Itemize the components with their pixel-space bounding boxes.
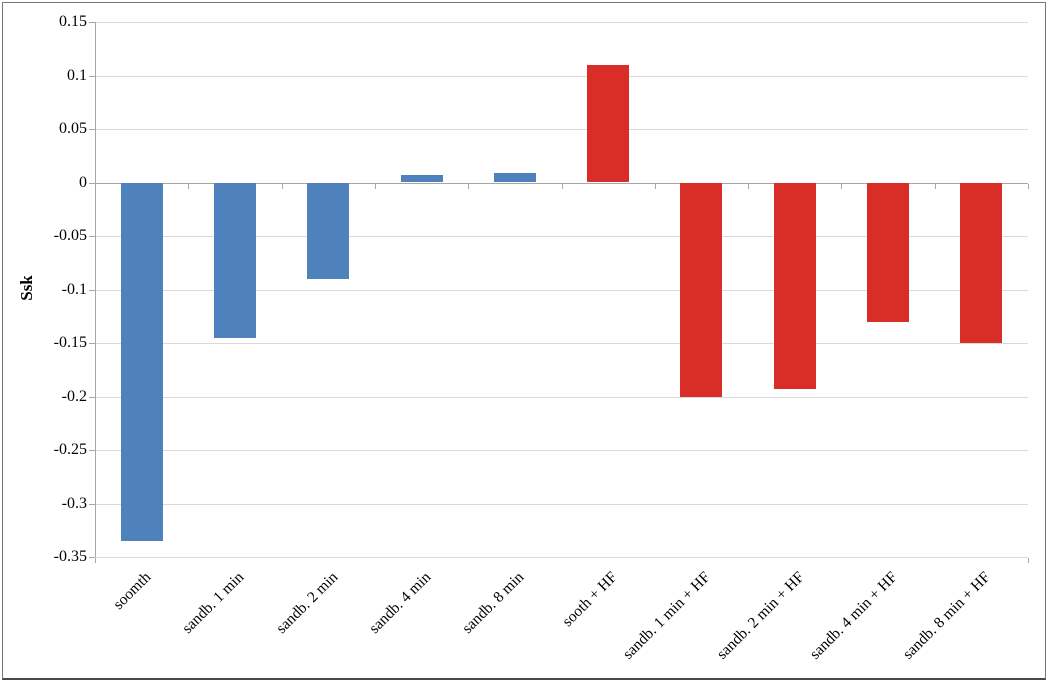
x-category-label: sandb. 4 min + HF <box>806 568 901 663</box>
bar <box>867 182 910 322</box>
y-axis-tick <box>89 450 95 451</box>
gridline <box>95 22 1028 23</box>
y-axis-tick <box>89 129 95 130</box>
y-axis-tick <box>89 182 95 184</box>
y-axis-tick <box>89 503 95 505</box>
plot-bottom-end-tick <box>1028 558 1029 563</box>
x-category-label: sandb. 2 min <box>272 568 341 637</box>
category-axis-tick <box>934 183 936 189</box>
category-axis-tick <box>841 183 843 189</box>
y-axis-tick <box>89 22 95 23</box>
y-tick-label: -0.25 <box>53 441 87 458</box>
gridline <box>95 129 1028 130</box>
category-axis-tick <box>95 183 96 189</box>
bar <box>120 182 163 541</box>
gridline <box>95 503 1028 505</box>
y-tick-label: -0.15 <box>53 334 87 351</box>
x-category-label: sandb. 1 min + HF <box>620 568 715 663</box>
x-category-label: sandb. 4 min <box>365 568 435 637</box>
x-category-label: sandb. 2 min + HF <box>713 568 808 663</box>
gridline <box>95 289 1028 291</box>
y-tick-label: -0.05 <box>53 227 87 244</box>
bar <box>960 182 1003 343</box>
category-axis-tick <box>468 183 470 189</box>
y-tick-label: -0.2 <box>61 387 87 405</box>
y-axis-tick <box>89 289 95 291</box>
bar <box>213 182 256 338</box>
y-tick-label: -0.35 <box>53 548 87 565</box>
gridline <box>95 450 1028 451</box>
x-category-label: soomth <box>109 568 155 613</box>
y-tick-label: -0.1 <box>61 280 87 298</box>
gridline <box>95 236 1028 237</box>
y-tick-label: 0.1 <box>67 66 87 84</box>
gridline <box>95 557 1028 558</box>
bar <box>400 175 443 183</box>
bar <box>773 182 816 389</box>
category-axis-tick <box>748 183 750 189</box>
y-axis-tick <box>89 75 95 77</box>
category-axis-tick <box>561 183 563 189</box>
category-axis-tick <box>654 183 656 189</box>
bar <box>493 172 536 183</box>
category-axis-tick <box>188 183 190 189</box>
y-tick-label: 0.15 <box>59 13 87 30</box>
y-axis-tick <box>89 343 95 344</box>
gridline <box>95 75 1028 77</box>
x-category-label: sandb. 8 min <box>459 568 528 637</box>
y-axis-tick <box>89 557 95 558</box>
y-tick-label: 0 <box>79 173 87 191</box>
bar <box>680 182 723 397</box>
bar <box>307 182 350 279</box>
category-axis-tick <box>374 183 376 189</box>
y-tick-label: -0.3 <box>61 494 87 512</box>
y-axis-line <box>95 22 96 557</box>
y-tick-label: 0.05 <box>59 120 87 137</box>
gridline <box>95 396 1028 398</box>
category-axis-tick <box>281 183 283 189</box>
y-axis-tick <box>89 396 95 398</box>
gridline <box>95 343 1028 344</box>
category-axis-tick <box>1028 183 1029 189</box>
x-category-label: sooth + HF <box>559 568 621 631</box>
y-axis-tick <box>89 236 95 237</box>
x-category-label: sandb. 1 min <box>179 568 248 637</box>
category-axis-line <box>95 182 1028 184</box>
bar <box>587 64 630 183</box>
plot-bottom-end-tick <box>95 558 96 563</box>
plot-area <box>89 22 1029 563</box>
x-category-label: sandb. 8 min + HF <box>899 568 995 663</box>
